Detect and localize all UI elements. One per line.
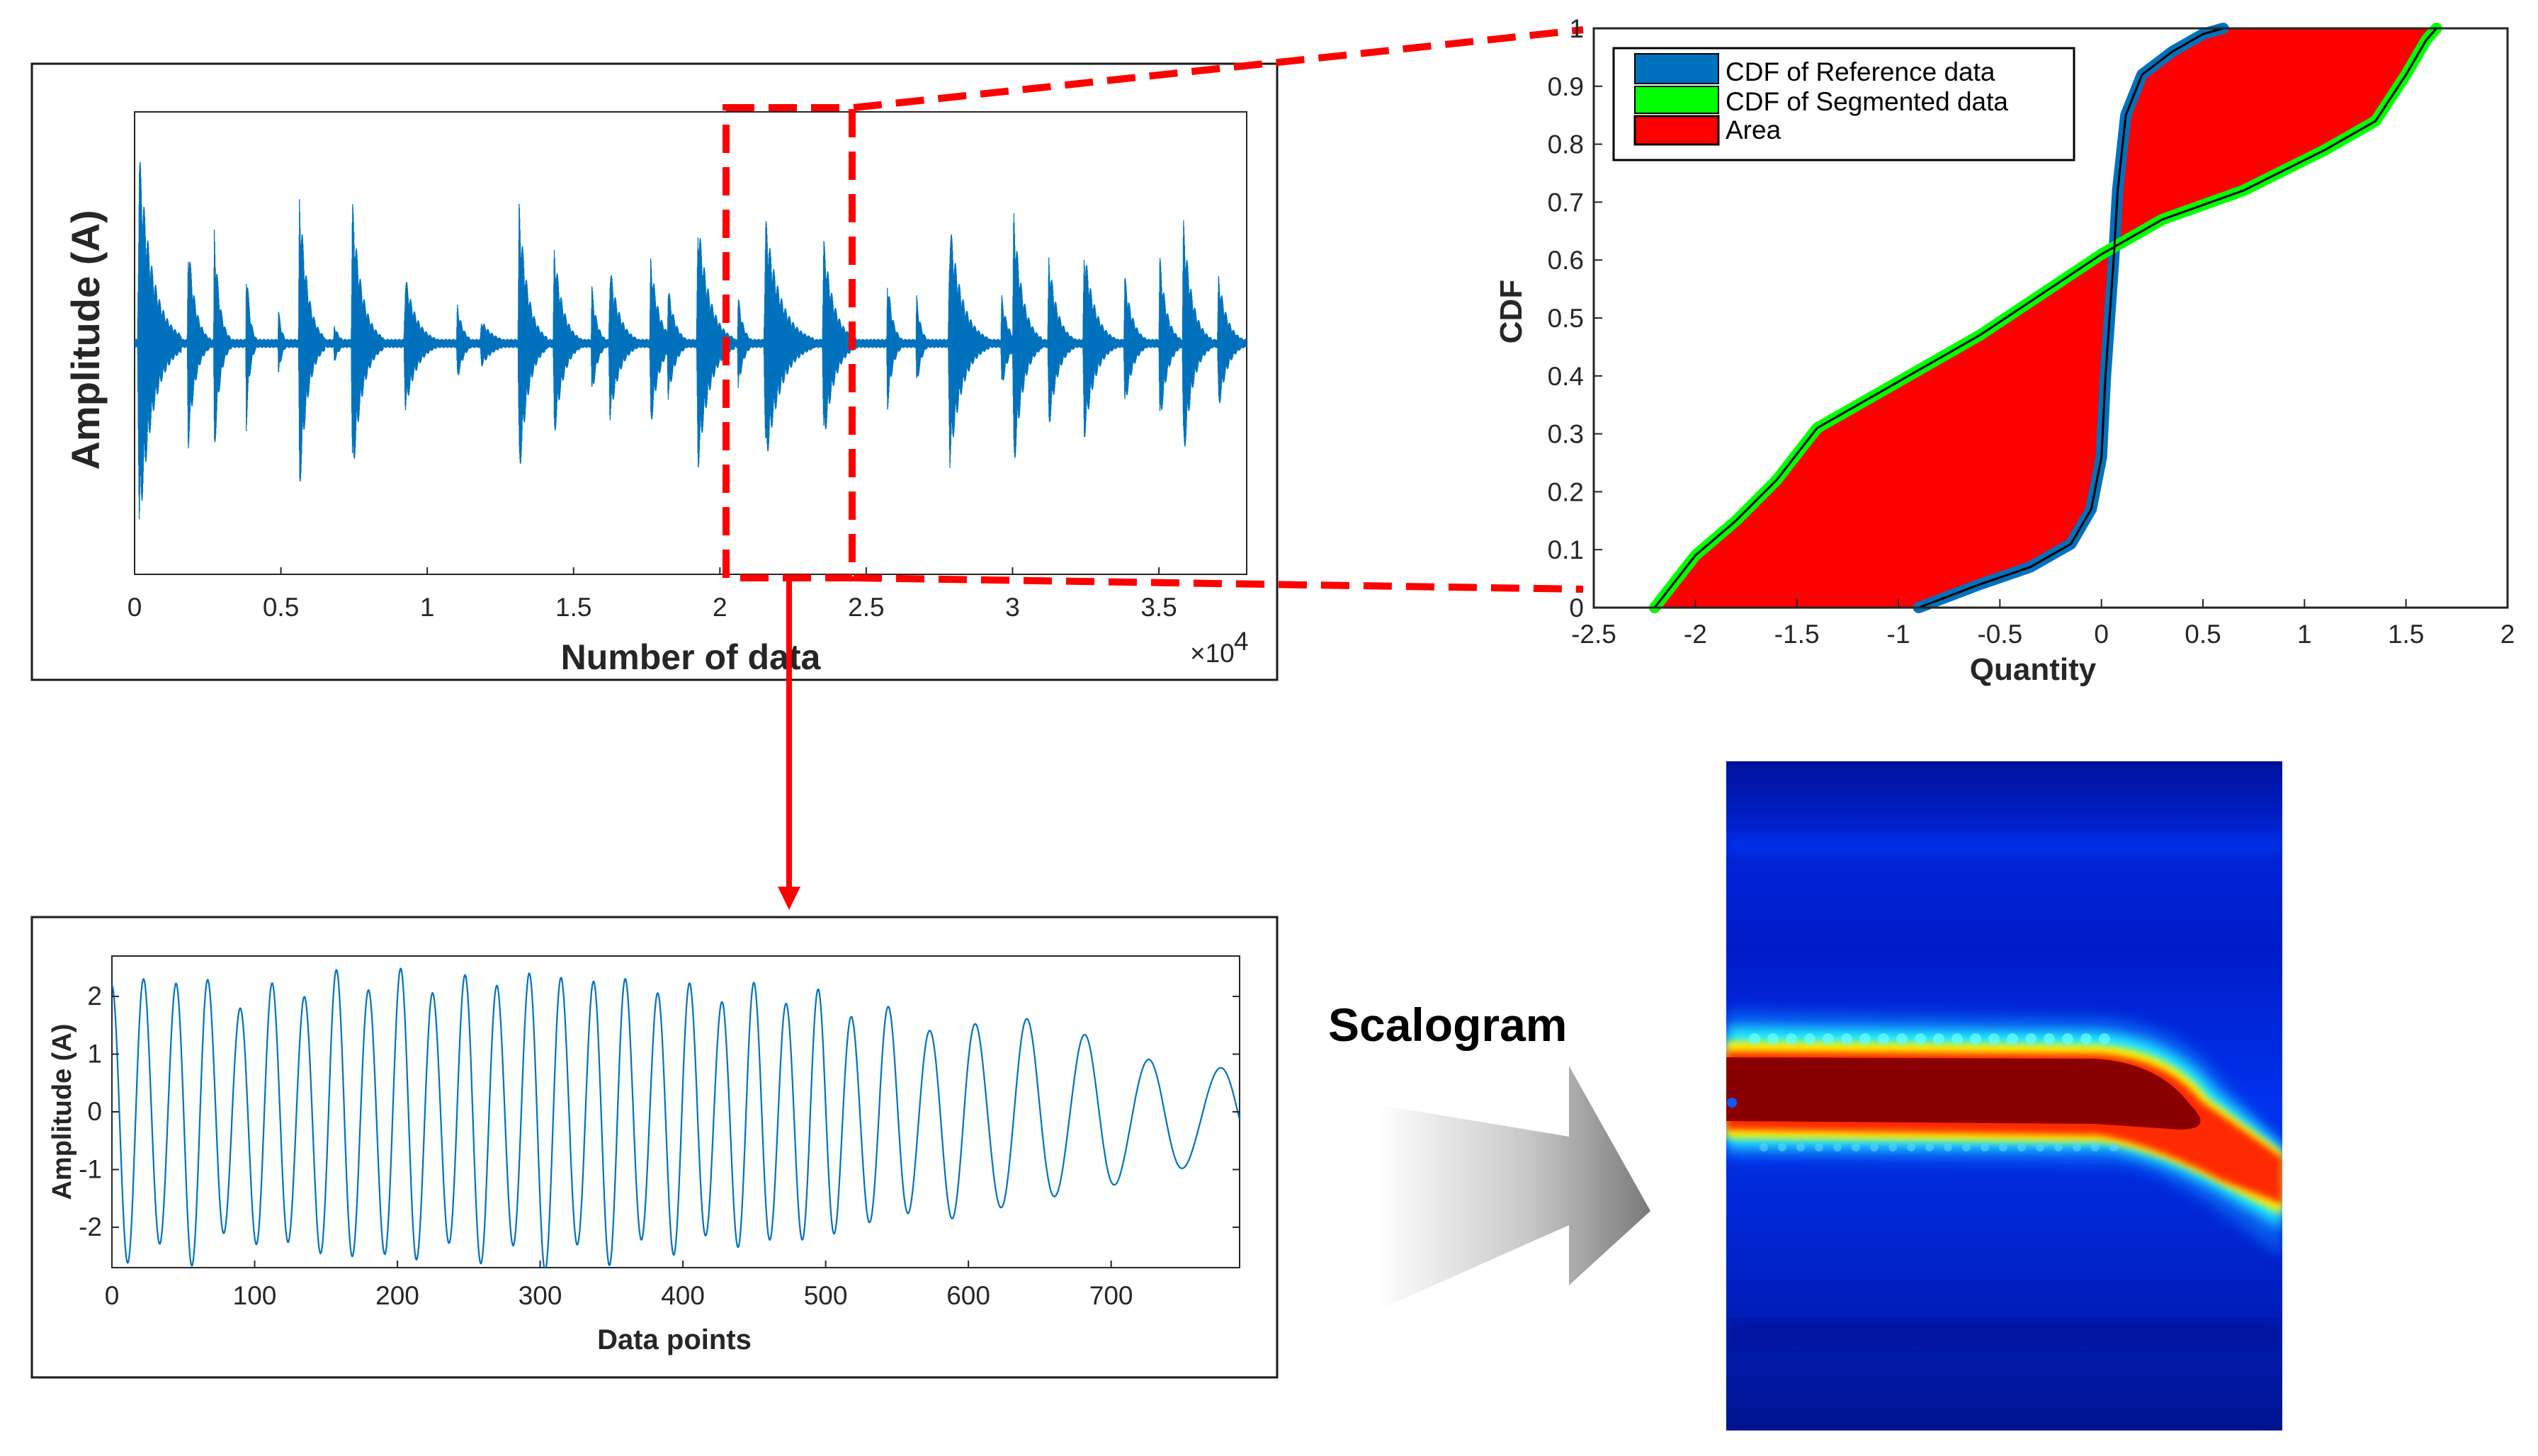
- segment-y-tick-label: 2: [87, 982, 102, 1011]
- transform-arrow: [1378, 1066, 1650, 1310]
- zoom-line-bottom: [853, 574, 1584, 593]
- cdf-x-label: Quantity: [1970, 652, 2097, 687]
- legend-label-reference: CDF of Reference data: [1726, 57, 1995, 86]
- x-tick-label: 1.5: [555, 593, 591, 622]
- cdf-x-tick-label: 2: [2500, 620, 2515, 649]
- cdf-x-tick-label: -2: [1684, 620, 1707, 649]
- full-signal-trace: [135, 161, 1247, 520]
- segment-x-tick-label: 500: [804, 1281, 848, 1310]
- cdf-segmented-edge: [1653, 27, 2438, 609]
- full-signal-x-ticks: 0 0.5 1 1.5 2 2.5 3 3.5: [128, 567, 1177, 622]
- cdf-panel: -2.5 -2 -1.5 -1 -0.5 0 0.5 1 1.5 2 00.10.20.30.40…: [1494, 14, 2515, 687]
- legend-label-area: Area: [1726, 115, 1781, 144]
- legend-swatch-segmented: [1634, 86, 1719, 114]
- cdf-x-tick-label: -2.5: [1571, 620, 1616, 649]
- highlight-annotations: [723, 26, 1584, 910]
- cdf-x-tick-label: 0: [2094, 620, 2109, 649]
- scalogram-title: Scalogram: [1328, 999, 1567, 1051]
- full-signal-y-label: Amplitude (A): [63, 210, 108, 470]
- x-tick-label: 2.5: [848, 593, 884, 622]
- cdf-x-tick-label: 1: [2297, 620, 2312, 649]
- zoom-line-top: [853, 26, 1584, 111]
- cdf-y-label: CDF: [1494, 280, 1529, 343]
- cdf-y-tick-label: 0: [1569, 593, 1584, 622]
- segment-y-tick-label: -2: [79, 1212, 102, 1241]
- segment-signal-axes: [111, 955, 1240, 1268]
- legend-swatch-area: [1633, 115, 1720, 146]
- cdf-y-tick-label: 0.4: [1548, 362, 1584, 391]
- segment-x-tick-label: 400: [661, 1281, 705, 1310]
- segment-x-tick-label: 100: [233, 1281, 277, 1310]
- segment-y-label: Amplitude (A): [47, 1023, 77, 1200]
- cdf-y-tick-label: 0.9: [1548, 72, 1584, 101]
- segment-x-tick-label: 300: [519, 1281, 562, 1310]
- x-tick-label: 3: [1005, 593, 1020, 622]
- cdf-y-ticks: 0 0.1 0.2 0.3 0.4 0.5 0.6 0.7 0.8 0.9 1: [1548, 14, 1602, 622]
- x-tick-label: 2: [713, 593, 727, 622]
- cdf-y-tick-label: 0.2: [1548, 477, 1584, 506]
- cdf-legend: CDF of Reference data CDF of Segmented d…: [1612, 47, 2075, 161]
- cdf-y-tick-label: 0.1: [1548, 535, 1584, 564]
- full-signal-panel: 0 0.5 1 1.5 2 2.5 3 3.5 Number of data Amplitud…: [30, 62, 1279, 681]
- legend-swatch-reference: [1634, 53, 1719, 84]
- cdf-y-tick-label: 0.7: [1548, 188, 1584, 217]
- cdf-y-tick-label: 1: [1569, 14, 1584, 43]
- segment-x-ticks: 0 100 200 300 400 500 600 700: [105, 1261, 1133, 1310]
- x-tick-label: 0.5: [263, 593, 299, 622]
- full-signal-x-exponent-power: 4: [1234, 627, 1249, 656]
- cdf-y-tick-label: 0.8: [1548, 130, 1584, 159]
- segment-y-tick-label: 1: [87, 1040, 102, 1069]
- cdf-x-tick-label: 0.5: [2185, 620, 2221, 649]
- segment-x-tick-label: 0: [105, 1281, 120, 1310]
- cdf-y-tick-label: 0.3: [1548, 420, 1584, 449]
- x-tick-label: 0: [128, 593, 142, 622]
- segment-signal-trace: [112, 967, 1240, 1268]
- segment-x-label: Data points: [597, 1324, 752, 1355]
- full-signal-x-label: Number of data: [561, 637, 822, 677]
- segment-x-tick-label: 200: [375, 1281, 419, 1310]
- segment-arrow-head: [778, 887, 800, 910]
- segment-y-ticks: 2 1 0 -1 -2: [79, 982, 1240, 1241]
- cdf-y-tick-label: 0.5: [1548, 304, 1584, 333]
- cdf-x-tick-label: 1.5: [2388, 620, 2424, 649]
- cdf-area-polygon: [1655, 28, 2437, 608]
- segment-signal-panel: 0 100 200 300 400 500 600 700 2 1 0 -1 -2 Data poin…: [30, 916, 1279, 1379]
- cdf-x-tick-label: -1.5: [1774, 620, 1820, 649]
- segment-y-tick-label: 0: [87, 1097, 102, 1126]
- scalogram-transform: Scalogram: [1328, 999, 1650, 1310]
- cdf-area-fill: [1655, 28, 2437, 608]
- scalogram-heatmap: [1726, 761, 2282, 1431]
- cdf-x-tick-label: -0.5: [1977, 620, 2022, 649]
- cdf-x-ticks: -2.5 -2 -1.5 -1 -0.5 0 0.5 1 1.5 2: [1571, 599, 2515, 649]
- cdf-x-tick-label: -1: [1887, 620, 1910, 649]
- x-tick-label: 1: [420, 593, 435, 622]
- x-tick-label: 3.5: [1140, 593, 1177, 622]
- cdf-y-tick-label: 0.6: [1548, 246, 1584, 275]
- segment-x-tick-label: 600: [946, 1281, 990, 1310]
- segment-y-tick-label: -1: [79, 1154, 102, 1183]
- cdf-lines: [1649, 23, 2442, 613]
- segment-x-tick-label: 700: [1089, 1281, 1133, 1310]
- cdf-reference-edge: [1917, 27, 2225, 609]
- full-signal-x-exponent: ×10: [1190, 639, 1235, 668]
- legend-label-segmented: CDF of Segmented data: [1726, 87, 2008, 116]
